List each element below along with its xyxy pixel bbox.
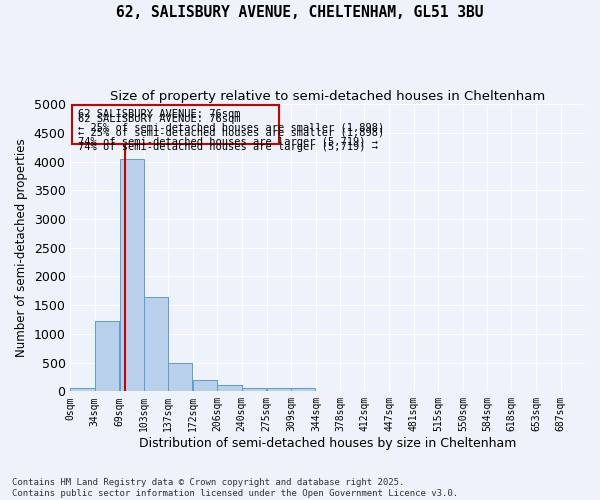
X-axis label: Distribution of semi-detached houses by size in Cheltenham: Distribution of semi-detached houses by … bbox=[139, 437, 517, 450]
Bar bbox=[291, 388, 315, 392]
Text: 62 SALISBURY AVENUE: 76sqm
← 25% of semi-detached houses are smaller (1,898)
74%: 62 SALISBURY AVENUE: 76sqm ← 25% of semi… bbox=[77, 114, 384, 152]
Bar bbox=[242, 388, 266, 392]
Text: 62 SALISBURY AVENUE: 76sqm
← 25% of semi-detached houses are smaller (1,898)
74%: 62 SALISBURY AVENUE: 76sqm ← 25% of semi… bbox=[77, 109, 384, 147]
Bar bbox=[168, 363, 193, 392]
FancyBboxPatch shape bbox=[72, 106, 279, 144]
Bar bbox=[144, 297, 168, 392]
Bar bbox=[119, 158, 144, 392]
Bar bbox=[217, 385, 242, 392]
Text: 62, SALISBURY AVENUE, CHELTENHAM, GL51 3BU: 62, SALISBURY AVENUE, CHELTENHAM, GL51 3… bbox=[116, 5, 484, 20]
Y-axis label: Number of semi-detached properties: Number of semi-detached properties bbox=[15, 138, 28, 357]
Title: Size of property relative to semi-detached houses in Cheltenham: Size of property relative to semi-detach… bbox=[110, 90, 545, 103]
Bar bbox=[95, 320, 119, 392]
Text: Contains HM Land Registry data © Crown copyright and database right 2025.
Contai: Contains HM Land Registry data © Crown c… bbox=[12, 478, 458, 498]
Bar bbox=[193, 380, 217, 392]
Bar bbox=[266, 388, 291, 392]
Bar bbox=[70, 388, 95, 392]
